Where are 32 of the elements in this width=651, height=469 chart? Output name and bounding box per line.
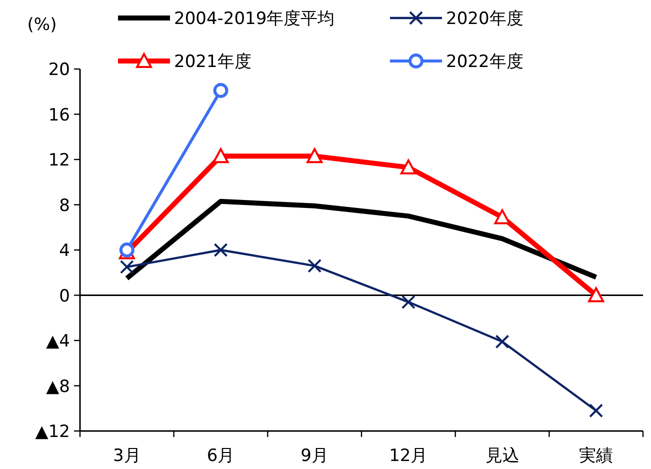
point [308, 258, 322, 273]
y-tick-label: 12 [48, 150, 70, 170]
x-tick-label: 12月 [389, 446, 428, 466]
point [588, 287, 604, 302]
y-tick-label: ▲12 [35, 422, 70, 442]
point [214, 243, 228, 257]
point [212, 148, 229, 164]
point [494, 209, 510, 224]
y-tick-label: ▲4 [46, 332, 70, 352]
x-tick-label: 6月 [206, 446, 235, 466]
point [120, 260, 134, 274]
point [400, 159, 416, 174]
point [213, 82, 228, 98]
legend-label: 2021年度 [174, 52, 252, 72]
legend-label: 2020年度 [446, 9, 524, 29]
y-tick-label: 20 [48, 60, 70, 80]
point [495, 334, 510, 349]
x-tick-label: 3月 [113, 446, 141, 466]
point [589, 404, 604, 418]
y-tick-label: 8 [59, 196, 70, 216]
legend-label: 2022年度 [446, 52, 524, 72]
x-tick-label: 9月 [300, 446, 328, 466]
y-tick-label: 16 [48, 105, 70, 126]
y-tick-label: ▲8 [46, 376, 70, 397]
point [401, 295, 416, 310]
y-tick-label: 0 [59, 286, 70, 306]
legend-label: 2004-2019年度平均 [174, 9, 335, 29]
point [306, 148, 323, 164]
y-axis-title: (%) [27, 15, 57, 35]
y-tick-label: 4 [59, 241, 70, 261]
x-tick-label: 見込 [485, 446, 520, 466]
x-tick-label: 実績 [579, 446, 614, 466]
